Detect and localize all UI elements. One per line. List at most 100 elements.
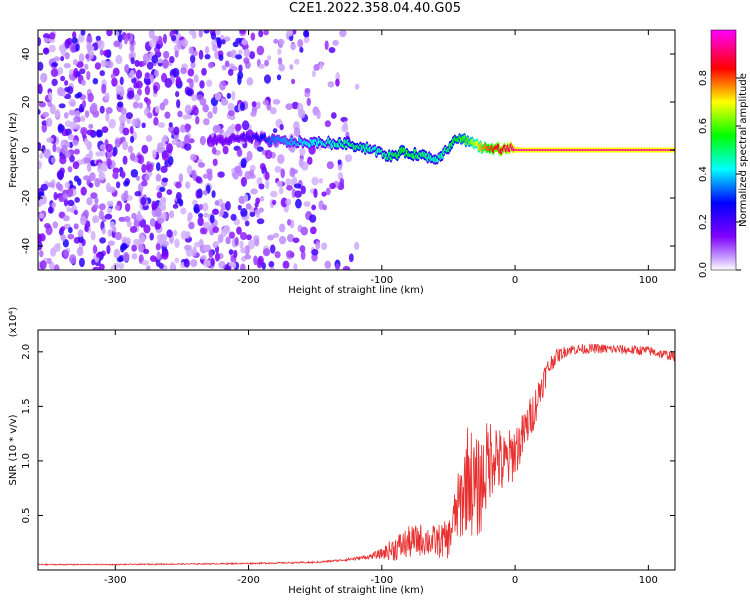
spectrogram-noise-cell xyxy=(174,257,179,263)
spectrogram-noise-cell xyxy=(298,109,306,119)
spectrogram-noise-cell xyxy=(180,67,187,75)
spectrogram-noise-cell xyxy=(119,76,124,86)
spectrogram-y-label: Frequency (Hz) xyxy=(8,112,19,188)
spectrogram-noise-cell xyxy=(303,30,309,38)
snr-x-tick-label: 100 xyxy=(639,575,658,586)
spectrogram-noise-cell xyxy=(339,178,345,186)
spectrogram-noise-cell xyxy=(197,212,204,219)
spectrogram-noise-cell xyxy=(339,30,347,38)
spectrogram-noise-cell xyxy=(40,72,48,83)
spectrogram-noise-cell xyxy=(124,64,130,73)
spectrogram-noise-cell xyxy=(239,231,248,241)
spectrogram-noise-cell xyxy=(156,233,164,241)
spectrogram-noise-cell xyxy=(277,57,283,65)
spectrogram-noise-cell xyxy=(201,67,207,76)
spectrogram-noise-cell xyxy=(274,251,281,259)
spectrogram-noise-cell xyxy=(65,128,72,136)
spectrogram-noise-cell xyxy=(256,146,264,152)
spectrogram-noise-cell xyxy=(74,93,81,99)
spectrogram-noise-cell xyxy=(198,49,204,60)
spectrogram-noise-cell xyxy=(41,111,50,118)
spectrogram-x-tick-label: -200 xyxy=(237,275,260,286)
spectrogram-noise-cell xyxy=(132,101,139,109)
spectrogram-noise-cell xyxy=(218,260,226,269)
spectrogram-noise-cell xyxy=(63,215,70,222)
spectrogram-noise-cell xyxy=(260,195,265,202)
spectrogram-noise-cell xyxy=(270,190,278,198)
spectrogram-noise-cell xyxy=(190,54,196,64)
spectrogram-noise-cell xyxy=(256,258,263,269)
spectrogram-noise-cell xyxy=(106,207,113,214)
spectrogram-noise-cell xyxy=(328,46,336,54)
spectrogram-noise-cell xyxy=(78,257,85,268)
spectrogram-noise-cell xyxy=(47,101,53,108)
spectrogram-noise-cell xyxy=(126,220,132,228)
spectrogram-noise-cell xyxy=(52,143,57,153)
spectrogram-noise-cell xyxy=(143,224,151,234)
spectrogram-ridge-core xyxy=(344,145,348,149)
spectrogram-noise-cell xyxy=(117,101,124,108)
spectrogram-noise-cell xyxy=(68,109,76,116)
spectrogram-noise-cell xyxy=(195,176,203,184)
spectrogram-noise-cell xyxy=(256,218,265,225)
spectrogram-noise-cell xyxy=(81,79,86,86)
spectrogram-noise-cell xyxy=(297,39,304,48)
spectrogram-noise-cell xyxy=(287,218,292,226)
spectrogram-noise-cell xyxy=(122,140,129,151)
spectrogram-noise-cell xyxy=(83,157,91,164)
spectrogram-noise-cell xyxy=(231,261,237,269)
spectrogram-noise-cell xyxy=(212,208,219,215)
spectrogram-noise-cell xyxy=(84,63,89,70)
spectrogram-noise-cell xyxy=(251,101,257,108)
spectrogram-noise-cell xyxy=(123,190,129,200)
spectrogram-noise-cell xyxy=(272,232,280,238)
spectrogram-noise-cell xyxy=(289,167,296,178)
spectrogram-noise-cell xyxy=(191,32,197,40)
spectrogram-noise-cell xyxy=(148,30,155,39)
spectrogram-noise-cell xyxy=(90,102,98,113)
spectrogram-noise-cell xyxy=(246,77,254,86)
spectrogram-noise-cell xyxy=(258,63,265,69)
colorbar xyxy=(710,29,737,271)
spectrogram-noise-cell xyxy=(73,209,78,216)
spectrogram-noise-cell xyxy=(168,155,174,166)
spectrogram-noise-cell xyxy=(326,161,334,170)
spectrogram-noise-cell xyxy=(354,83,360,90)
spectrogram-noise-cell xyxy=(60,55,65,62)
spectrogram-noise-cell xyxy=(43,148,51,159)
spectrogram-noise-cell xyxy=(68,98,76,107)
spectrogram-noise-cell xyxy=(278,63,285,72)
spectrogram-noise-cell xyxy=(76,246,84,257)
spectrogram-noise-cell xyxy=(98,203,106,211)
spectrogram-noise-cell xyxy=(100,150,106,157)
spectrogram-noise-cell xyxy=(59,155,67,165)
spectrogram-y-tick-label: 20 xyxy=(21,96,32,109)
spectrogram-noise-cell xyxy=(188,46,194,55)
spectrogram-noise-cell xyxy=(184,123,192,131)
spectrogram-noise-cell xyxy=(187,68,195,77)
spectrogram-noise-cell xyxy=(98,209,104,220)
spectrogram-noise-cell xyxy=(50,68,59,78)
spectrogram-noise-cell xyxy=(335,263,340,270)
spectrogram-noise-cell xyxy=(244,245,250,256)
spectrogram-noise-cell xyxy=(176,99,181,109)
spectrogram-noise-cell xyxy=(49,32,56,40)
spectrogram-noise-cell xyxy=(106,244,111,255)
spectrogram-noise-cell xyxy=(255,197,261,204)
spectrogram-noise-cell xyxy=(249,169,255,177)
spectrogram-noise-cell xyxy=(227,110,235,116)
spectrogram-noise-cell xyxy=(280,168,286,179)
spectrogram-noise-cell xyxy=(84,138,89,146)
spectrogram-noise-cell xyxy=(262,99,270,106)
spectrogram-noise-cell xyxy=(178,199,184,207)
spectrogram-noise-cell xyxy=(294,190,302,198)
spectrogram-x-tick-label: 100 xyxy=(639,275,658,286)
spectrogram-noise-cell xyxy=(118,262,125,270)
spectrogram-noise-cell xyxy=(86,41,92,52)
spectrogram-noise-cell xyxy=(239,240,244,249)
spectrogram-noise-cell xyxy=(193,203,201,214)
spectrogram-noise-cell xyxy=(198,203,203,211)
spectrogram-noise-cell xyxy=(204,54,211,60)
spectrogram-noise-cell xyxy=(41,123,48,133)
spectrogram-noise-cell xyxy=(64,181,71,189)
